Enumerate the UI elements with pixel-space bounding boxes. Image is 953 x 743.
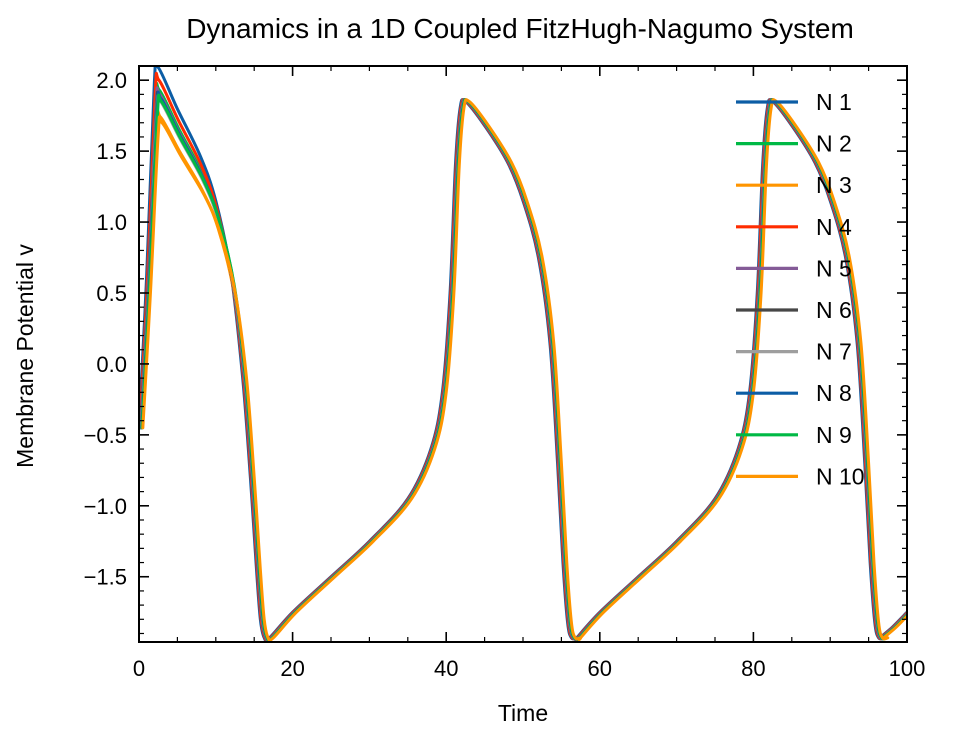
legend-label: N 1 — [816, 89, 852, 115]
legend-item: N 8 — [736, 380, 852, 406]
legend-label: N 8 — [816, 380, 852, 406]
y-tick-label: 1.0 — [96, 210, 127, 235]
series-line-n10 — [141, 98, 907, 642]
legend-item: N 9 — [736, 422, 852, 448]
legend-item: N 5 — [736, 255, 852, 281]
legend-item: N 10 — [736, 463, 865, 489]
legend-item: N 7 — [736, 339, 852, 365]
x-tick-label: 60 — [588, 656, 612, 681]
legend-item: N 1 — [736, 89, 852, 115]
legend-item: N 4 — [736, 214, 852, 240]
x-ticks: 0 20 40 60 80 100 — [133, 66, 925, 681]
plot-area: 0 20 40 60 80 100 2.0 1.5 1.0 0.5 0.0 −0.5 −1.0 −1.5 — [84, 65, 925, 681]
x-tick-label: 0 — [133, 656, 145, 681]
legend-item: N 3 — [736, 172, 852, 198]
series-line-n4 — [139, 71, 907, 642]
legend-label: N 10 — [816, 463, 865, 489]
legend-label: N 2 — [816, 131, 852, 157]
y-tick-label: 0.0 — [96, 352, 127, 377]
y-tick-label: 2.0 — [96, 68, 127, 93]
chart-title: Dynamics in a 1D Coupled FitzHugh-Nagumo… — [186, 13, 854, 44]
legend-item: N 6 — [736, 297, 852, 323]
y-tick-label: 0.5 — [96, 281, 127, 306]
y-tick-label: 1.5 — [96, 139, 127, 164]
series-lines — [139, 66, 907, 642]
legend-label: N 9 — [816, 422, 852, 448]
y-ticks: 2.0 1.5 1.0 0.5 0.0 −0.5 −1.0 −1.5 — [84, 68, 907, 635]
y-axis-label: Membrane Potential v — [12, 244, 38, 468]
legend-label: N 6 — [816, 297, 852, 323]
x-tick-label: 100 — [889, 656, 926, 681]
y-tick-label: −1.5 — [84, 565, 127, 590]
legend-label: N 7 — [816, 339, 852, 365]
x-tick-label: 20 — [280, 656, 304, 681]
x-axis-label: Time — [498, 700, 548, 726]
legend-item: N 2 — [736, 131, 852, 157]
y-tick-label: −0.5 — [84, 423, 127, 448]
x-tick-label: 80 — [741, 656, 765, 681]
legend-label: N 4 — [816, 214, 852, 240]
legend: N 1 N 2 N 3 N 4 N 5 N 6 N 7 N 8 N 9 N 10 — [736, 89, 865, 489]
legend-label: N 3 — [816, 172, 852, 198]
x-tick-label: 40 — [434, 656, 458, 681]
y-tick-label: −1.0 — [84, 494, 127, 519]
legend-label: N 5 — [816, 255, 852, 281]
